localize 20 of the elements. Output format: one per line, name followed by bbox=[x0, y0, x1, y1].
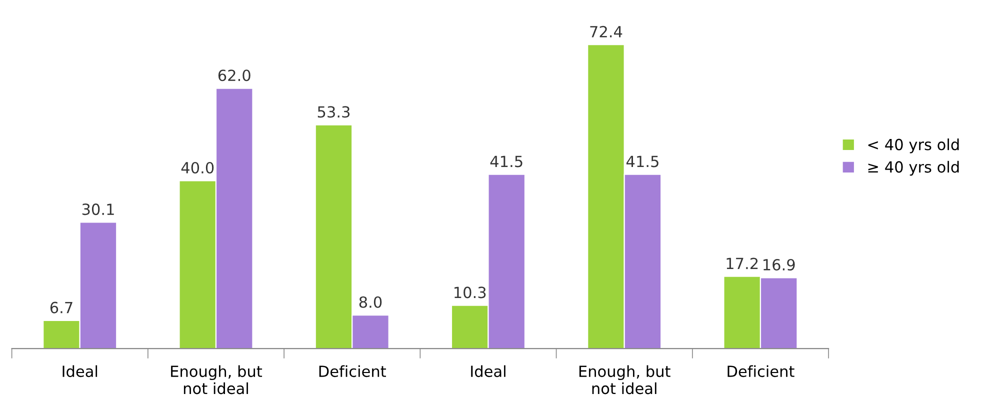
x-tick-label: Deficient bbox=[319, 365, 386, 378]
x-tick-label: Enough, but not ideal bbox=[171, 365, 262, 394]
legend-label: < 40 yrs old bbox=[868, 138, 959, 154]
data-label: 6.7 bbox=[50, 302, 72, 314]
data-label: 41.5 bbox=[490, 156, 522, 168]
data-label: 53.3 bbox=[318, 106, 350, 118]
data-label: 72.4 bbox=[590, 26, 622, 38]
data-label: 17.2 bbox=[726, 258, 758, 270]
x-tick-label: Deficient bbox=[728, 365, 794, 378]
data-label: 8.0 bbox=[359, 296, 382, 308]
data-label: 16.9 bbox=[764, 258, 795, 271]
x-tick-label: Ideal bbox=[62, 365, 98, 378]
legend-label: ≥ 40 yrs old bbox=[868, 160, 959, 176]
data-label: 30.1 bbox=[82, 204, 114, 216]
data-label: 41.5 bbox=[626, 156, 658, 168]
x-tick-label: Ideal bbox=[471, 365, 506, 378]
data-label: 10.3 bbox=[454, 286, 486, 298]
x-tick-label: Enough, but not ideal bbox=[579, 365, 670, 394]
data-label: 62.0 bbox=[218, 70, 250, 82]
data-label: 40.0 bbox=[181, 162, 214, 174]
